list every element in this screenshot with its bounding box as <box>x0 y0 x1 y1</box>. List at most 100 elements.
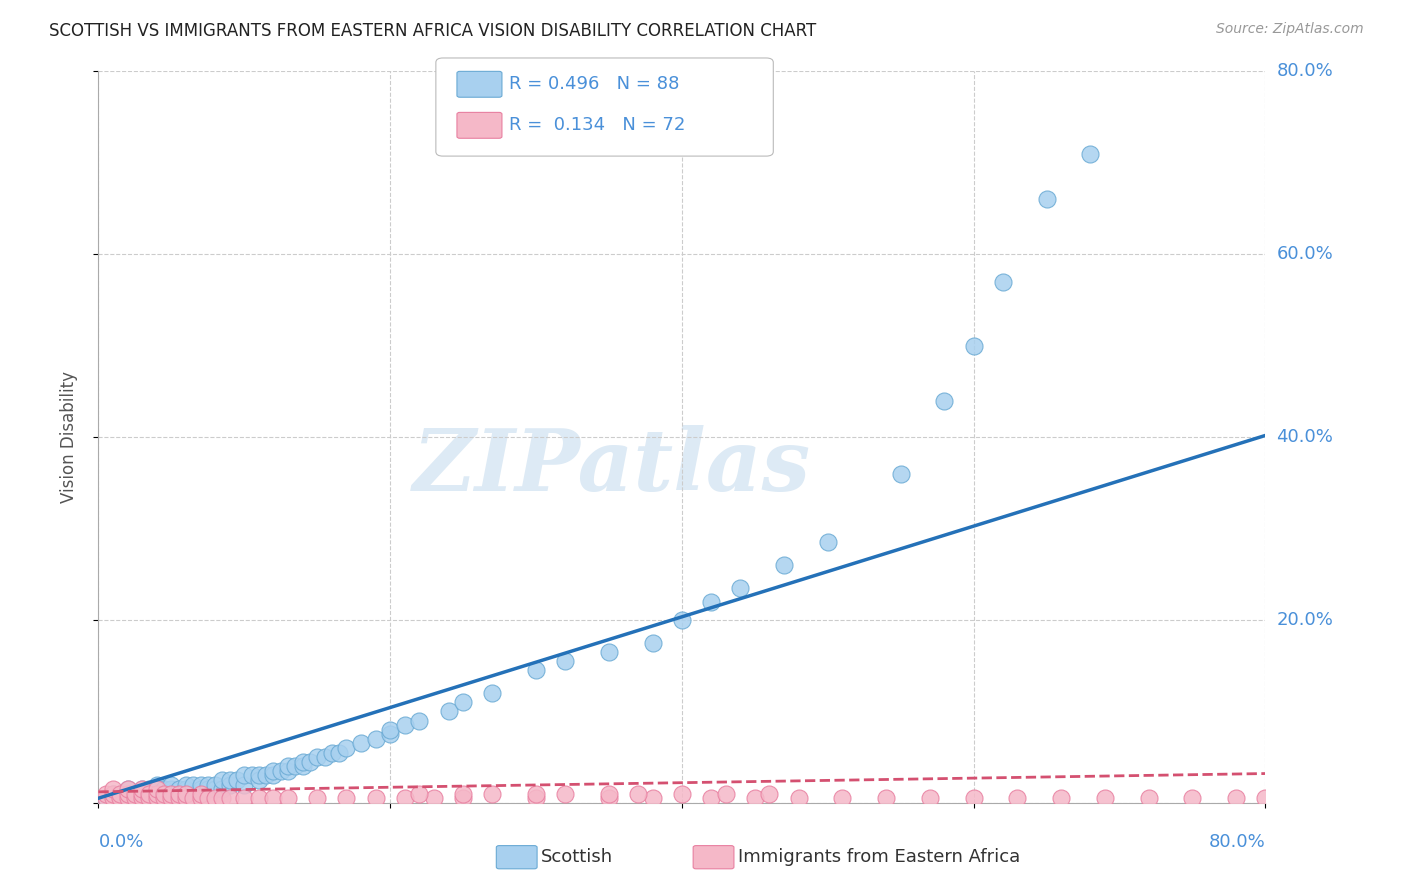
Point <box>131 787 153 801</box>
Point <box>117 782 139 797</box>
Point <box>204 778 226 792</box>
Text: 60.0%: 60.0% <box>1277 245 1333 263</box>
Point <box>277 791 299 805</box>
Point <box>101 787 124 801</box>
Point <box>1254 791 1277 805</box>
Point <box>233 778 256 792</box>
Text: 40.0%: 40.0% <box>1277 428 1333 446</box>
Point <box>773 558 796 573</box>
Point <box>124 787 146 801</box>
Point <box>307 791 329 805</box>
Text: Scottish: Scottish <box>541 848 613 866</box>
Point <box>211 782 233 797</box>
Point <box>218 791 240 805</box>
Point <box>962 338 984 352</box>
Point <box>110 787 132 801</box>
Point <box>117 791 139 805</box>
Point <box>730 581 752 595</box>
Point <box>211 772 233 787</box>
Point <box>131 791 153 805</box>
Point <box>247 791 270 805</box>
Text: 80.0%: 80.0% <box>1277 62 1333 80</box>
Text: 80.0%: 80.0% <box>1209 833 1265 851</box>
Text: 0.0%: 0.0% <box>98 833 143 851</box>
Point <box>167 791 190 805</box>
Point <box>394 791 416 805</box>
Point <box>1225 791 1247 805</box>
Point <box>451 695 474 709</box>
Text: R = 0.496   N = 88: R = 0.496 N = 88 <box>509 75 679 94</box>
Point <box>160 791 183 805</box>
Point <box>277 759 299 773</box>
Point <box>153 782 176 797</box>
Point <box>817 535 839 549</box>
Point <box>218 772 240 787</box>
Point <box>117 787 139 801</box>
Point <box>153 787 176 801</box>
Point <box>437 705 460 719</box>
Point <box>277 764 299 778</box>
Point <box>262 764 284 778</box>
Point <box>364 731 387 746</box>
Point <box>598 787 620 801</box>
Point <box>291 759 314 773</box>
Point <box>262 768 284 782</box>
Point <box>641 636 664 650</box>
Point <box>890 467 912 481</box>
Point <box>991 275 1014 289</box>
Point <box>174 787 197 801</box>
Point <box>146 778 169 792</box>
Point <box>94 787 117 801</box>
Point <box>328 746 350 760</box>
Point <box>181 778 204 792</box>
Point <box>524 787 547 801</box>
Point <box>554 787 576 801</box>
Point <box>138 787 160 801</box>
Point <box>875 791 897 805</box>
Point <box>131 791 153 805</box>
Point <box>181 787 204 801</box>
Point <box>138 791 160 805</box>
Point <box>110 791 132 805</box>
Point <box>174 791 197 805</box>
Point <box>335 740 357 755</box>
Point <box>181 791 204 805</box>
Point <box>714 787 737 801</box>
Point <box>627 787 650 801</box>
Point <box>218 778 240 792</box>
Point <box>298 755 321 769</box>
Point <box>598 645 620 659</box>
Point <box>167 787 190 801</box>
Text: ZIPatlas: ZIPatlas <box>413 425 811 508</box>
Point <box>254 768 277 782</box>
Point <box>233 768 256 782</box>
Text: 20.0%: 20.0% <box>1277 611 1333 629</box>
Point <box>153 791 176 805</box>
Point <box>124 787 146 801</box>
Point <box>481 787 503 801</box>
Point <box>1035 192 1057 206</box>
Point <box>131 787 153 801</box>
Point <box>270 764 292 778</box>
Text: Immigrants from Eastern Africa: Immigrants from Eastern Africa <box>738 848 1021 866</box>
Point <box>744 791 766 805</box>
Point <box>934 393 956 408</box>
Point <box>167 787 190 801</box>
Point <box>204 791 226 805</box>
Point <box>831 791 853 805</box>
Point <box>408 714 430 728</box>
Point <box>524 663 547 677</box>
Point <box>700 594 723 608</box>
Point <box>247 772 270 787</box>
Point <box>197 791 219 805</box>
Point <box>451 787 474 801</box>
Point <box>1137 791 1160 805</box>
Point <box>153 787 176 801</box>
Point <box>211 791 233 805</box>
Point <box>101 791 124 805</box>
Point <box>262 791 284 805</box>
Point <box>204 782 226 797</box>
Point <box>233 791 256 805</box>
Point <box>451 791 474 805</box>
Point <box>146 791 169 805</box>
